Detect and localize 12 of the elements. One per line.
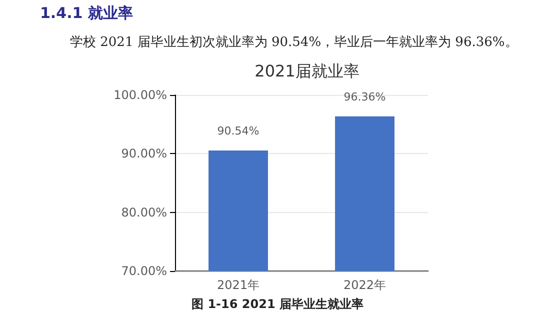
data-label: 96.36% [344, 90, 386, 104]
text: 学校 2021 届毕业生初次就业率为 90.54%，毕业后一年就业率为 96.36%。 [70, 34, 518, 51]
caption: 图 1-16 2021 届毕业生就业率 [190, 296, 364, 313]
y-tick-label: 100.00% [114, 88, 167, 102]
y-tick-label: 90.00% [121, 146, 167, 161]
text: 1.4.1 就业率 [40, 4, 133, 23]
x-tick-label: 2021年 [216, 278, 260, 292]
chart-title: 2021届就业率 [254, 62, 360, 80]
x-tick-label: 2022年 [343, 278, 386, 292]
y-tick-label: 70.00% [121, 264, 167, 278]
data-label: 90.54% [217, 124, 260, 138]
y-tick-label: 80.00% [121, 205, 167, 220]
